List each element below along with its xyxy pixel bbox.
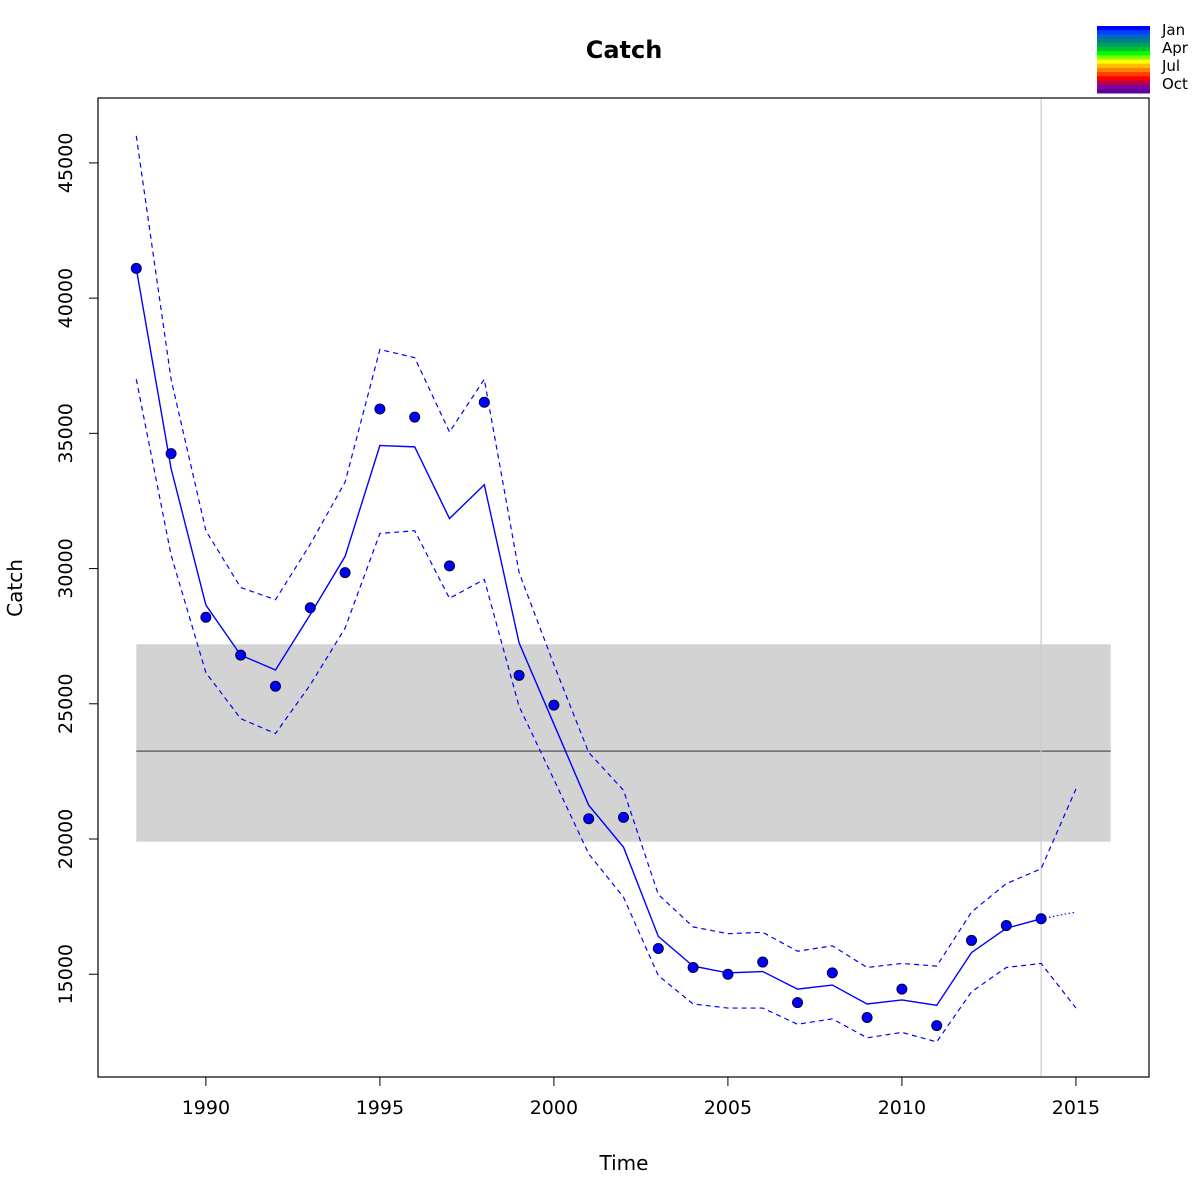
series-line-2-dashed [135,379,1077,1043]
y-axis-label: Catch [3,559,27,617]
y-tick-label: 45000 [55,133,77,193]
x-axis-label: Time [599,1151,649,1175]
legend-color-swatch [1097,72,1150,77]
x-tick-label: 1995 [356,1097,404,1119]
x-tick-label: 2010 [878,1097,926,1119]
y-tick-label: 35000 [55,403,77,463]
legend-color-swatch [1097,46,1150,52]
series-line-0-solid [135,268,1042,1007]
legend-color-swatch [1097,80,1150,86]
legend-label: Apr [1162,39,1189,57]
legend-color-swatch [1097,76,1150,81]
data-point [304,602,316,614]
plot-area [130,98,1111,1077]
legend-color-swatch [1097,38,1150,44]
legend-color-swatch [1097,67,1150,73]
data-point [687,961,699,973]
legend-label: Jan [1161,21,1185,39]
data-point [1035,913,1047,925]
data-point [966,934,978,946]
data-point [374,403,386,415]
data-point [722,968,734,980]
data-point [861,1012,873,1024]
y-tick-label: 25000 [55,674,77,734]
legend-color-swatch [1097,34,1150,40]
data-point [1000,920,1012,932]
data-point [200,611,212,623]
legend-color-swatch [1097,42,1150,48]
legend-label: Oct [1162,75,1188,93]
data-point [792,997,804,1009]
data-point [757,956,769,968]
x-tick-label: 2000 [530,1097,578,1119]
x-tick-label: 2015 [1052,1097,1100,1119]
data-point [339,567,351,579]
data-point [269,680,281,692]
series-line-1-dashed [135,135,1077,969]
legend-label: Jul [1161,57,1180,75]
legend-color-swatch [1097,30,1150,35]
data-point [826,967,838,979]
data-point [618,811,629,823]
legend-color-swatch [1097,51,1150,56]
data-point [409,411,421,423]
data-point [513,669,525,681]
data-point [652,943,664,955]
y-tick-label: 20000 [55,809,77,869]
data-point [443,560,455,572]
plot-frame [97,97,1150,1078]
legend-color-swatch [1097,84,1150,90]
axes: 1990 1995 2000 2005 2010 2015 15000 20000 25000 3… [55,133,1100,1119]
data-point [235,649,247,661]
data-point [130,262,142,274]
legend-color-swatch [1097,55,1150,60]
y-tick-label: 15000 [55,944,77,1004]
data-point [896,983,908,995]
chart-title: Catch [586,36,663,64]
reference-band [136,644,1111,842]
legend-color-swatch [1097,88,1150,94]
legend-color-swatch [1097,59,1150,65]
y-tick-label: 40000 [55,268,77,328]
data-point [165,448,177,460]
data-point [478,396,490,408]
x-tick-label: 1990 [182,1097,230,1119]
y-tick-label: 30000 [55,538,77,598]
data-point [548,699,560,711]
data-point [583,813,595,825]
data-point [931,1020,943,1032]
x-tick-label: 2005 [704,1097,752,1119]
legend-color-swatch [1097,63,1150,69]
legend-color-swatch [1097,26,1150,31]
